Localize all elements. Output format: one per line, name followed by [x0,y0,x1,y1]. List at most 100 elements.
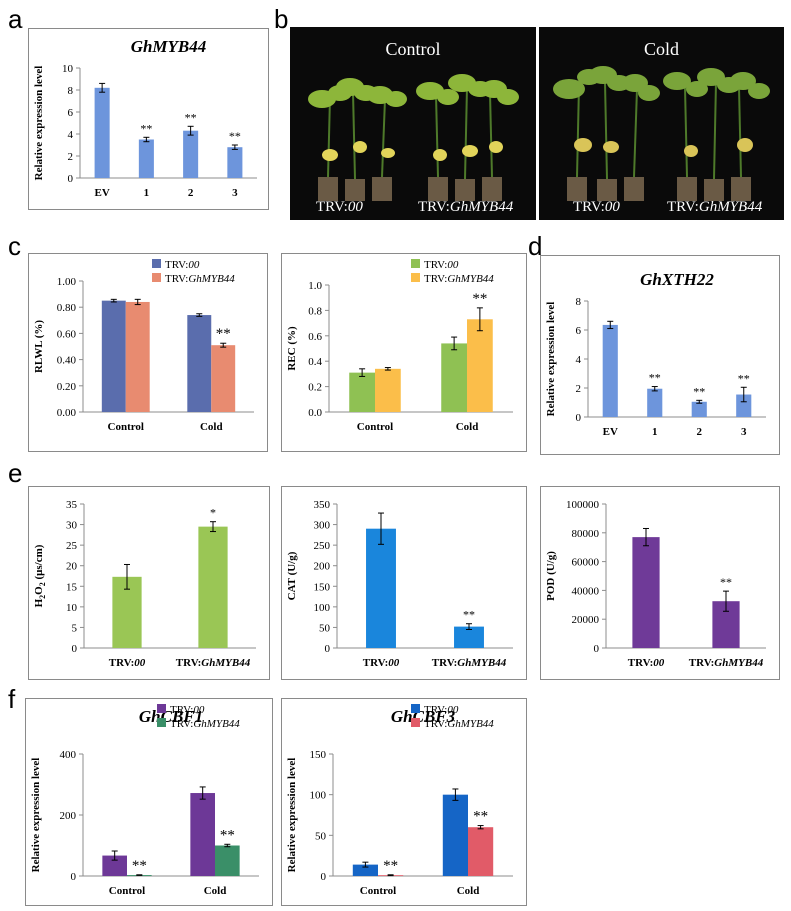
chart-svg: 0 2 4 6 8 10 Relative expression level GhMYB44 E… [28,28,269,210]
y-tick-label: 100 [310,790,327,802]
significance-mark: ** [383,858,398,874]
y-tick-label: 40000 [572,585,600,597]
y-tick-label: 350 [314,499,331,511]
y-axis-label: Relative expression level [545,302,557,417]
x-tick-label: EV [94,187,109,199]
bar [101,300,126,412]
chart-c-rec: 0.0 0.2 0.4 0.6 0.8 1.0 REC (%) Control ** Cold TR… [281,253,527,452]
x-tick-label: EV [603,426,618,438]
bar [454,626,484,648]
y-tick-label: 0 [71,871,77,883]
bar [352,864,378,876]
chart-title: GhMYB44 [131,37,207,56]
bar [375,368,401,412]
significance-mark: ** [132,858,147,874]
bar [94,87,110,178]
significance-mark: ** [140,121,152,135]
y-tick-label: 20 [66,561,78,573]
plant-yellow-leaves [574,138,753,157]
y-tick-label: 100 [314,602,331,614]
plant-leaves [308,74,519,108]
chart-f-cbf1: 0 200 400 Relative expression level GhCBF1 **… [25,698,273,906]
significance-mark: ** [472,291,487,307]
significance-mark: ** [649,371,661,385]
y-axis-label: POD (U/g) [545,551,557,601]
y-tick-label: 0 [325,643,331,655]
chart-d: 0 2 4 6 8 Relative expression level GhXTH22 EV *… [540,255,780,455]
y-tick-label: 30 [66,520,78,532]
bar [736,394,752,417]
significance-mark: ** [463,608,475,622]
chart-frame [281,486,527,680]
y-tick-label: 2 [68,151,74,163]
plant-yellow-leaves [322,141,503,161]
x-tick-label: 3 [232,187,238,199]
bar [467,319,493,412]
y-tick-label: 10 [62,63,74,75]
chart-svg: 0 20000 40000 60000 80000 100000 POD (U/g) TRV:… [540,486,780,680]
significance-mark: ** [220,827,235,843]
legend-entry: TRV:00 [424,259,459,271]
panel-label-f: f [8,684,16,714]
y-tick-label: 250 [314,540,331,552]
plants-cold-illustration [553,66,770,201]
y-tick-label: 10 [66,602,78,614]
legend-swatch [157,718,166,727]
chart-svg: 0.00 0.20 0.40 0.60 0.80 1.00 RLWL (%) Control *… [28,253,268,452]
y-tick-label: 50 [319,622,331,634]
y-tick-label: 0 [594,643,600,655]
chart-f-cbf3: 0 50 100 150 Relative expression level GhCBF3… [281,698,527,906]
chart-e-pod: 0 20000 40000 60000 80000 100000 POD (U/g) TRV:… [540,486,780,680]
photo-cold-right-caption: TRV:GhMYB44 [667,199,763,215]
photo-cold-left-caption: TRV:00 [573,199,620,215]
x-tick-label: TRV:GhMYB44 [689,657,764,669]
y-tick-label: 0 [72,643,78,655]
x-tick-label: TRV:00 [363,657,400,669]
legend-swatch [411,718,420,727]
y-tick-label: 300 [314,520,331,532]
photo-control-left-caption: TRV:00 [316,199,363,215]
legend-swatch [411,273,420,282]
y-tick-label: 1.00 [57,276,77,288]
y-tick-label: 0.40 [57,355,77,367]
bar [183,130,199,178]
x-tick-label: Cold [456,421,479,433]
plant-stems [576,81,742,180]
x-tick-label: Cold [457,885,480,897]
legend-swatch [411,704,420,713]
chart-frame [540,255,780,455]
panel-label-d: d [528,231,543,261]
legend-entry: TRV:00 [165,259,200,271]
bar [468,827,494,876]
x-tick-label: 3 [741,426,747,438]
panel-label-c: c [8,231,21,261]
bar [198,526,228,648]
bar [227,147,243,178]
y-tick-label: 4 [576,354,582,366]
panel-label-a: a [8,4,23,34]
x-tick-label: 2 [697,426,703,438]
photo-control: Control TRV:00 TRV:GhMYB44 [290,27,536,220]
chart-frame [540,486,780,680]
bar [102,855,127,876]
legend-swatch [152,259,161,268]
x-tick-label: Control [360,885,396,897]
chart-svg: 0 2 4 6 8 Relative expression level GhXTH22 EV *… [540,255,780,455]
chart-title: GhCBF3 [391,707,456,726]
panel-label-b: b [274,4,289,34]
x-tick-label: Control [357,421,393,433]
bar [215,845,240,876]
significance-mark: ** [720,575,732,589]
significance-mark: ** [185,110,197,124]
y-tick-label: 2 [576,383,582,395]
y-tick-label: 0 [576,412,582,424]
photo-control-title: Control [385,39,441,59]
legend-swatch [411,259,420,268]
chart-title: GhCBF1 [139,707,203,726]
plants-control-illustration [308,74,519,201]
bar [187,315,212,412]
y-tick-label: 8 [576,296,582,308]
plant-pots [318,177,502,201]
bar [602,324,618,417]
y-tick-label: 50 [315,830,327,842]
